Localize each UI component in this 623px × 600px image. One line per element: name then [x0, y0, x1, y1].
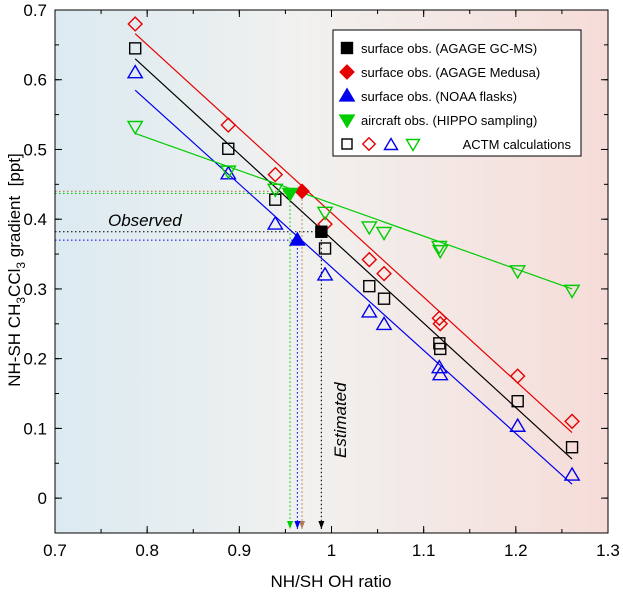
data-point	[434, 342, 447, 356]
y-axis-label: NH-SH CH3CCl3 gradient [ppt]	[5, 153, 28, 387]
data-point	[126, 120, 144, 135]
x-axis-label: NH/SH OH ratio	[271, 572, 392, 591]
legend-marker	[341, 138, 353, 150]
arrow-down-icon	[287, 521, 294, 529]
data-point	[220, 117, 237, 133]
data-point	[360, 221, 378, 236]
data-point	[128, 42, 142, 55]
fit-line	[134, 89, 573, 485]
observed-point	[289, 231, 306, 246]
data-point	[361, 251, 378, 268]
legend-label: aircraft obs. (HIPPO sampling)	[361, 113, 537, 128]
data-point	[432, 315, 449, 332]
data-point	[431, 310, 448, 327]
observed-annotation: Observed	[108, 211, 182, 230]
fit-line	[134, 132, 573, 290]
arrow-down-icon	[318, 521, 325, 529]
data-point	[266, 183, 284, 198]
x-tick-label: 0.8	[135, 541, 159, 560]
data-point	[363, 279, 376, 293]
y-tick-label: 0.3	[23, 280, 47, 299]
legend-label: surface obs. (NOAA flasks)	[361, 89, 517, 104]
x-tick-label: 0.7	[43, 541, 67, 560]
fit-line	[134, 58, 573, 460]
data-point	[316, 206, 334, 221]
y-tick-label: 0.6	[23, 71, 47, 90]
data-point	[564, 413, 580, 430]
data-point	[267, 166, 284, 183]
legend-label: ACTM calculations	[463, 137, 572, 152]
legend-marker	[338, 114, 356, 129]
data-point	[316, 266, 334, 281]
data-point	[509, 368, 526, 384]
data-point	[376, 265, 392, 282]
legend-box	[332, 29, 582, 157]
data-point	[431, 244, 449, 260]
y-tick-label: 0.7	[23, 1, 47, 20]
data-point	[127, 16, 144, 32]
data-point	[126, 64, 144, 79]
data-point	[377, 292, 391, 305]
arrow-down-icon	[299, 521, 306, 529]
data-point	[511, 395, 524, 408]
x-tick-label: 1.1	[412, 541, 436, 560]
data-point	[509, 417, 527, 432]
plot-frame	[54, 9, 609, 534]
x-tick-label: 1	[327, 541, 336, 560]
legend-marker	[338, 87, 356, 102]
data-point	[318, 242, 332, 255]
y-tick-label: 0.5	[23, 140, 47, 159]
legend-marker	[339, 64, 355, 80]
data-point	[266, 215, 284, 230]
data-point	[375, 315, 393, 331]
x-tick-label: 0.9	[228, 541, 252, 560]
data-point	[563, 284, 581, 299]
data-point	[360, 303, 378, 318]
y-tick-label: 0.2	[23, 350, 47, 369]
data-point	[430, 359, 448, 374]
data-point	[222, 142, 235, 155]
legend-marker	[383, 137, 399, 151]
estimated-annotation: Estimated	[331, 382, 350, 458]
data-point	[563, 466, 581, 481]
legend-label: surface obs. (AGAGE Medusa)	[361, 65, 540, 80]
data-point	[269, 193, 282, 206]
y-tick-label: 0.1	[23, 419, 47, 438]
y-tick-label: 0.4	[23, 210, 47, 229]
legend-marker	[405, 138, 421, 152]
data-point	[219, 165, 237, 180]
x-tick-label: 1.3	[596, 541, 620, 560]
observed-point	[281, 187, 299, 202]
x-tick-label: 1.2	[504, 541, 528, 560]
legend-label: surface obs. (AGAGE GC-MS)	[361, 41, 537, 56]
data-point	[375, 226, 393, 241]
data-point	[565, 441, 579, 454]
legend-marker	[340, 41, 354, 55]
data-point	[509, 265, 527, 280]
observed-point	[315, 225, 328, 238]
fit-line	[134, 33, 573, 434]
arrow-down-icon	[294, 521, 301, 529]
y-tick-label: 0	[38, 489, 47, 508]
legend-marker	[361, 136, 377, 152]
data-point	[431, 366, 449, 381]
data-point	[430, 240, 448, 255]
